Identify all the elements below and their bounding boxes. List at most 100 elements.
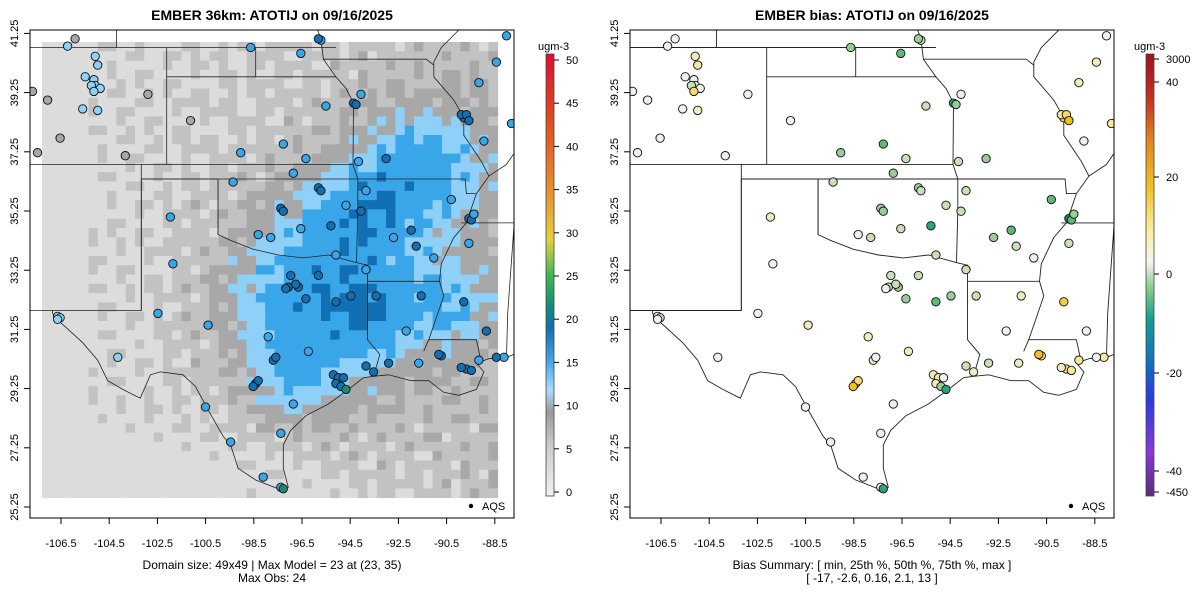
grid-cell bbox=[162, 460, 173, 471]
grid-cell bbox=[255, 404, 266, 415]
grid-cell bbox=[265, 69, 275, 80]
grid-cell bbox=[97, 404, 108, 415]
grid-cell bbox=[144, 469, 154, 480]
grid-cell bbox=[181, 144, 192, 154]
grid-cell bbox=[265, 441, 275, 452]
grid-cell bbox=[441, 293, 452, 303]
grid-cell bbox=[451, 479, 461, 489]
grid-cell bbox=[42, 144, 52, 154]
grid-cell bbox=[321, 330, 331, 340]
grid-cell bbox=[302, 107, 313, 117]
grid-cell bbox=[274, 311, 285, 322]
grid-cell bbox=[88, 432, 99, 443]
grid-cell bbox=[460, 488, 471, 499]
grid-cell bbox=[135, 441, 145, 452]
grid-cell bbox=[246, 414, 257, 424]
grid-cell bbox=[274, 339, 285, 350]
grid-cell bbox=[144, 246, 154, 257]
grid-cell bbox=[190, 228, 201, 238]
grid-cell bbox=[107, 358, 117, 368]
grid-cell bbox=[479, 395, 489, 406]
station-marker bbox=[263, 332, 273, 342]
grid-cell bbox=[51, 237, 61, 247]
grid-cell bbox=[311, 237, 322, 247]
grid-cell bbox=[386, 237, 396, 247]
grid-cell bbox=[311, 125, 322, 136]
grid-cell bbox=[367, 321, 378, 331]
grid-cell bbox=[488, 51, 499, 61]
grid-cell bbox=[60, 200, 71, 210]
grid-cell bbox=[432, 135, 443, 145]
grid-cell bbox=[441, 423, 452, 433]
grid-cell bbox=[42, 60, 52, 71]
bias-station-marker bbox=[1066, 365, 1077, 376]
grid-cell bbox=[200, 172, 210, 182]
grid-cell bbox=[69, 200, 80, 210]
grid-cell bbox=[479, 153, 489, 164]
colorbar-tick-label: 35 bbox=[566, 185, 578, 197]
grid-cell bbox=[228, 414, 238, 424]
grid-cell bbox=[153, 451, 164, 461]
grid-cell bbox=[414, 190, 424, 201]
grid-cell bbox=[302, 265, 313, 275]
grid-cell bbox=[386, 460, 396, 471]
grid-cell bbox=[60, 209, 71, 220]
grid-cell bbox=[144, 42, 154, 52]
grid-cell bbox=[414, 302, 424, 313]
grid-cell bbox=[488, 283, 499, 294]
station-marker bbox=[446, 194, 456, 205]
grid-cell bbox=[79, 135, 89, 145]
grid-cell bbox=[423, 172, 433, 182]
grid-cell bbox=[311, 79, 322, 89]
grid-cell bbox=[144, 395, 154, 406]
grid-cell bbox=[42, 283, 52, 294]
grid-cell bbox=[479, 358, 489, 368]
grid-cell bbox=[69, 135, 80, 145]
grid-cell bbox=[414, 469, 424, 480]
grid-cell bbox=[451, 414, 461, 424]
grid-cell bbox=[488, 339, 499, 350]
grid-cell bbox=[395, 181, 406, 192]
grid-cell bbox=[172, 283, 182, 294]
grid-cell bbox=[293, 125, 303, 136]
grid-cell bbox=[330, 135, 340, 145]
grid-cell bbox=[376, 218, 387, 229]
grid-cell bbox=[190, 209, 201, 220]
grid-cell bbox=[330, 218, 340, 229]
grid-cell bbox=[386, 283, 396, 294]
grid-cell bbox=[423, 441, 433, 452]
grid-cell bbox=[209, 107, 220, 117]
grid-cell bbox=[479, 451, 489, 461]
grid-cell bbox=[376, 135, 387, 145]
grid-cell bbox=[414, 153, 424, 164]
grid-cell bbox=[97, 172, 108, 182]
grid-cell bbox=[153, 51, 164, 61]
grid-cell bbox=[135, 348, 145, 359]
grid-cell bbox=[69, 339, 80, 350]
grid-cell bbox=[60, 97, 71, 108]
grid-cell bbox=[404, 339, 415, 350]
grid-cell bbox=[42, 302, 52, 313]
grid-cell bbox=[88, 488, 99, 499]
grid-cell bbox=[265, 386, 275, 396]
grid-cell bbox=[190, 218, 201, 229]
grid-cell bbox=[69, 69, 80, 80]
grid-cell bbox=[125, 479, 136, 489]
station-marker bbox=[248, 381, 258, 392]
grid-cell bbox=[209, 135, 220, 145]
grid-cell bbox=[69, 162, 80, 173]
bias-station-marker bbox=[931, 297, 941, 307]
grid-cell bbox=[395, 330, 406, 340]
grid-cell bbox=[265, 190, 275, 201]
grid-cell bbox=[293, 190, 303, 201]
grid-cell bbox=[330, 339, 340, 350]
colorbar-tick-label: 40 bbox=[1166, 77, 1178, 89]
grid-cell bbox=[125, 339, 136, 350]
grid-cell bbox=[97, 488, 108, 499]
grid-cell bbox=[172, 395, 182, 406]
grid-cell bbox=[311, 246, 322, 257]
grid-cell bbox=[265, 376, 275, 387]
grid-cell bbox=[265, 367, 275, 378]
grid-cell bbox=[200, 228, 210, 238]
grid-cell bbox=[135, 311, 145, 322]
